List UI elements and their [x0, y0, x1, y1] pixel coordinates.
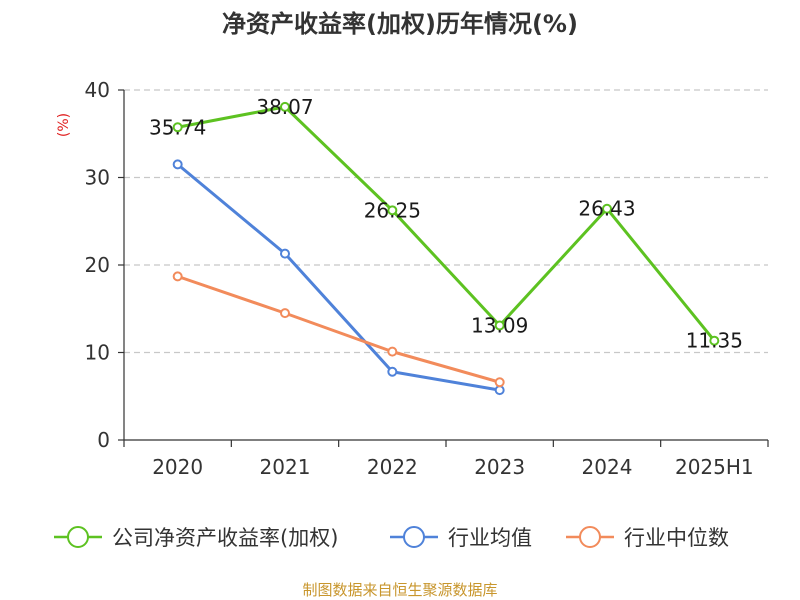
data-label: 26.25 — [364, 198, 421, 222]
data-point — [709, 335, 720, 346]
legend[interactable]: 公司净资产收益率(加权) 行业均值 行业中位数 — [54, 526, 729, 550]
source-note: 制图数据来自恒生聚源数据库 — [302, 581, 497, 599]
data-point — [172, 122, 183, 133]
legend-label: 行业均值 — [448, 526, 532, 550]
y-tick-label: 0 — [97, 428, 110, 452]
legend-item[interactable]: 行业均值 — [390, 526, 532, 550]
data-point — [494, 385, 505, 396]
data-point — [280, 248, 290, 259]
legend-item[interactable]: 行业中位数 — [566, 526, 729, 550]
data-point — [602, 203, 612, 214]
x-tick-label: 2021 — [260, 455, 311, 479]
y-axis-unit: (%) — [56, 113, 72, 137]
data-point — [494, 320, 505, 331]
data-point — [494, 377, 505, 388]
x-tick-label: 2022 — [367, 455, 418, 479]
x-tick-label: 2025H1 — [675, 455, 754, 479]
data-label: 35.74 — [149, 115, 206, 139]
data-label: 38.07 — [256, 95, 313, 119]
y-tick-label: 20 — [85, 253, 110, 277]
series-line — [177, 274, 501, 384]
axes: 0 10 20 30 40 2020 2021 2022 2023 2024 2025H1 — [85, 78, 769, 479]
legend-label: 公司净资产收益率(加权) — [112, 526, 338, 550]
x-tick-label: 2020 — [152, 455, 203, 479]
x-tick-label: 2024 — [582, 455, 633, 479]
series-line — [176, 163, 500, 392]
data-point — [387, 205, 398, 216]
data-label: 13.09 — [471, 313, 528, 337]
series-layer — [172, 101, 720, 396]
data-point — [172, 271, 183, 282]
y-tick-label: 40 — [85, 78, 110, 102]
legend-swatch-marker — [403, 526, 425, 548]
data-point — [387, 346, 398, 357]
y-tick-label: 30 — [85, 166, 110, 190]
gridlines — [124, 89, 768, 354]
data-label: 26.43 — [578, 197, 635, 221]
data-point — [280, 308, 290, 319]
data-point — [172, 159, 183, 170]
legend-item[interactable]: 公司净资产收益率(加权) — [54, 526, 338, 550]
legend-swatch-marker — [579, 526, 601, 548]
x-tick-label: 2023 — [474, 455, 525, 479]
y-tick-label: 10 — [85, 341, 110, 365]
data-labels: 35.74 38.07 26.25 13.09 26.43 11.35 — [149, 95, 743, 353]
chart-title: 净资产收益率(加权)历年情况(%) — [222, 10, 578, 38]
legend-swatch-marker — [67, 526, 89, 548]
data-point — [387, 366, 398, 377]
data-point — [280, 101, 290, 112]
data-label: 11.35 — [686, 329, 743, 353]
series-line — [177, 105, 716, 342]
legend-label: 行业中位数 — [624, 526, 729, 550]
